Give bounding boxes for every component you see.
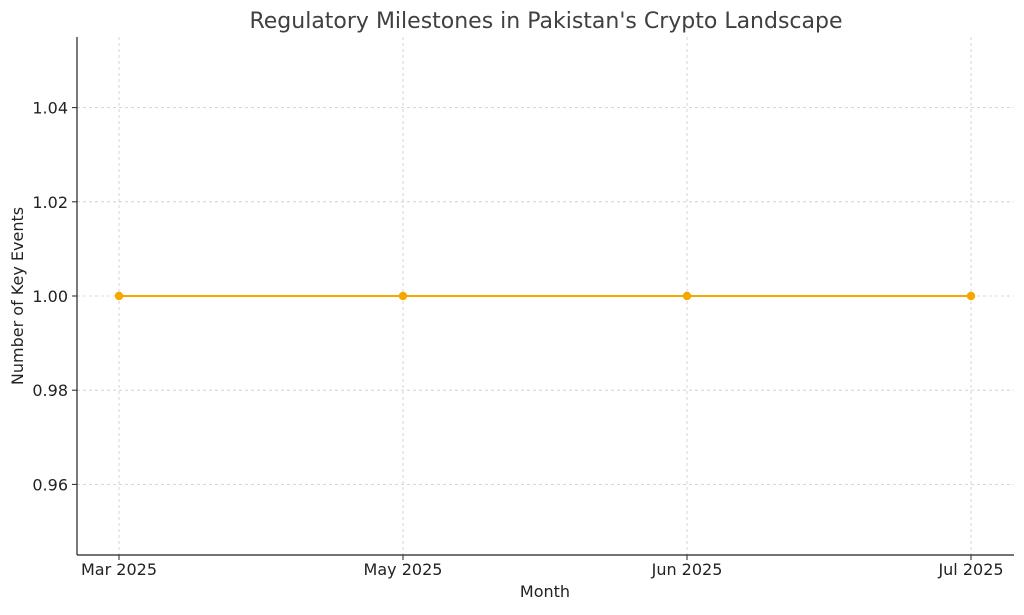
y-tick-label: 1.04 <box>32 99 68 118</box>
data-point <box>682 291 692 301</box>
data-point <box>114 291 124 301</box>
x-axis-title: Month <box>520 582 570 601</box>
tick-labels: 0.96 0.98 1.00 1.02 1.04 Mar 2025 May 2025 Jun … <box>32 99 1003 579</box>
x-tick-label: Jul 2025 <box>937 560 1003 579</box>
data-point <box>966 291 976 301</box>
y-tick-label: 0.96 <box>32 475 68 494</box>
data-point <box>398 291 408 301</box>
chart-title: Regulatory Milestones in Pakistan's Cryp… <box>249 9 842 34</box>
x-tick-label: May 2025 <box>364 560 443 579</box>
y-tick-label: 1.00 <box>32 287 68 306</box>
y-tick-label: 1.02 <box>32 193 68 212</box>
series <box>114 291 976 301</box>
y-axis-title: Number of Key Events <box>8 207 27 385</box>
x-tick-label: Jun 2025 <box>651 560 723 579</box>
x-tick-label: Mar 2025 <box>81 560 157 579</box>
y-tick-label: 0.98 <box>32 381 68 400</box>
